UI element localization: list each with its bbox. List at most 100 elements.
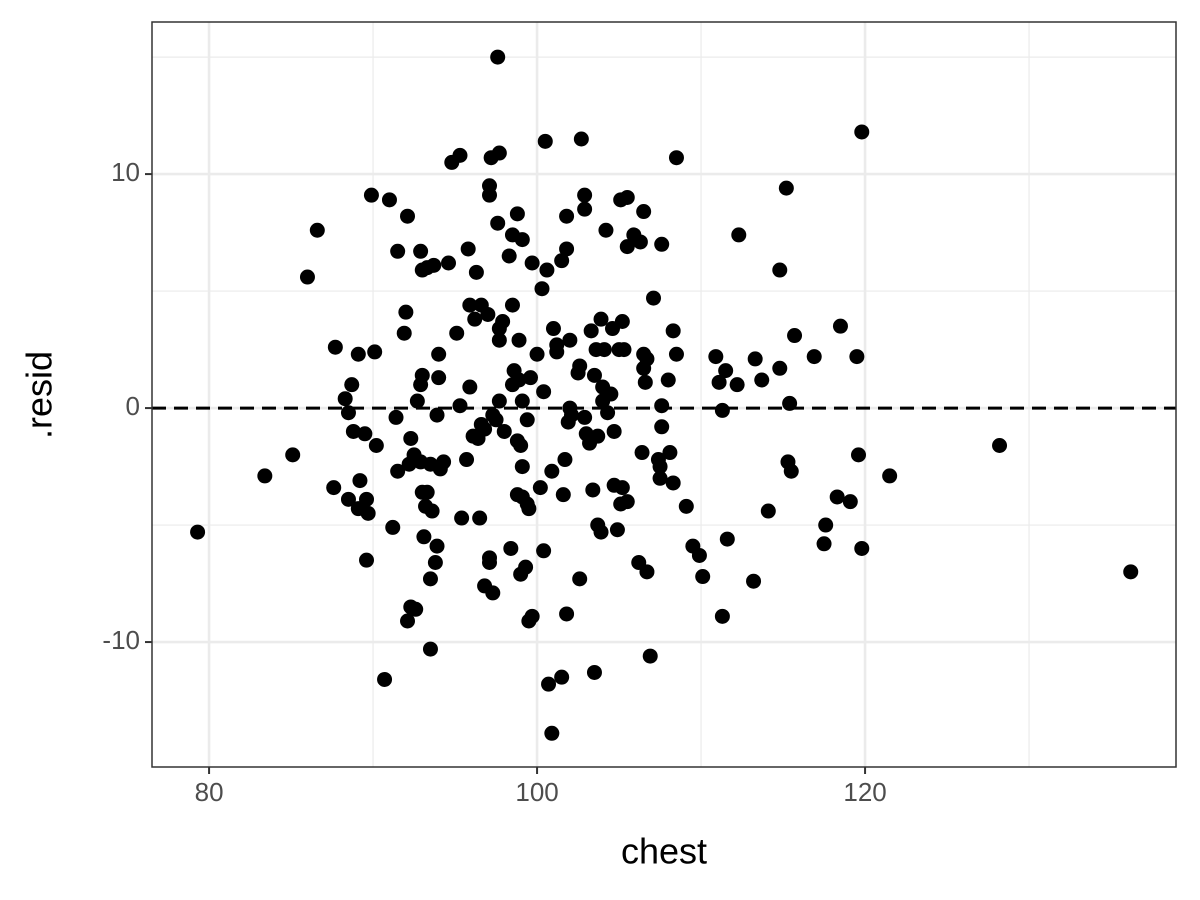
point [555, 487, 571, 503]
point [668, 346, 684, 362]
point [598, 222, 614, 238]
point [882, 468, 898, 484]
point [772, 262, 788, 278]
point [585, 482, 601, 498]
point [654, 398, 670, 414]
point [668, 150, 684, 166]
point [665, 323, 681, 339]
point [577, 187, 593, 203]
point [429, 407, 445, 423]
point [413, 377, 429, 393]
point [636, 204, 652, 220]
point [746, 573, 762, 589]
point [544, 725, 560, 741]
point [480, 306, 496, 322]
point [490, 49, 506, 65]
point [816, 536, 832, 552]
point [491, 145, 507, 161]
point [518, 559, 534, 575]
point [523, 370, 539, 386]
point [678, 498, 694, 514]
point [660, 372, 676, 388]
x-tick-label: 120 [843, 777, 886, 807]
point [577, 409, 593, 425]
point [532, 480, 548, 496]
point [460, 241, 476, 257]
point [359, 552, 375, 568]
point [467, 311, 483, 327]
point [593, 524, 609, 540]
point [431, 370, 447, 386]
point [539, 262, 555, 278]
point [541, 676, 557, 692]
point [534, 281, 550, 297]
point [285, 447, 301, 463]
point [619, 239, 635, 255]
point [719, 531, 735, 547]
point [606, 423, 622, 439]
point [652, 470, 668, 486]
point [654, 236, 670, 252]
point [381, 192, 397, 208]
point [646, 290, 662, 306]
point [454, 510, 470, 526]
point [778, 180, 794, 196]
point [854, 124, 870, 140]
point [504, 297, 520, 313]
point [639, 564, 655, 580]
point [352, 473, 368, 489]
point [662, 445, 678, 461]
point [396, 325, 412, 341]
point [524, 255, 540, 271]
point [842, 494, 858, 510]
point [509, 206, 525, 222]
x-axis-title: chest [621, 831, 707, 872]
point [360, 505, 376, 521]
point [614, 480, 630, 496]
point [413, 243, 429, 259]
point [359, 491, 375, 507]
point [462, 379, 478, 395]
point [327, 339, 343, 355]
point [345, 423, 361, 439]
point [400, 613, 416, 629]
point [490, 215, 506, 231]
point [521, 501, 537, 517]
point [714, 608, 730, 624]
point [514, 393, 530, 409]
point [559, 606, 575, 622]
point [501, 248, 517, 264]
point [190, 524, 206, 540]
point [652, 459, 668, 475]
point [503, 540, 519, 556]
point [549, 344, 565, 360]
point [832, 318, 848, 334]
point [452, 147, 468, 163]
point [537, 133, 553, 149]
point [559, 241, 575, 257]
point [849, 349, 865, 365]
point [495, 313, 511, 329]
point [340, 491, 356, 507]
point [436, 454, 452, 470]
point [729, 377, 745, 393]
point [1123, 564, 1139, 580]
point [519, 412, 535, 428]
point [429, 538, 445, 554]
point [609, 522, 625, 538]
point [572, 571, 588, 587]
point [536, 543, 552, 559]
point [299, 269, 315, 285]
point [992, 438, 1008, 454]
point [524, 608, 540, 624]
point [616, 342, 632, 358]
point [695, 569, 711, 585]
point [513, 438, 529, 454]
point [639, 351, 655, 367]
point [545, 321, 561, 337]
point [593, 311, 609, 327]
point [426, 257, 442, 273]
point [422, 571, 438, 587]
